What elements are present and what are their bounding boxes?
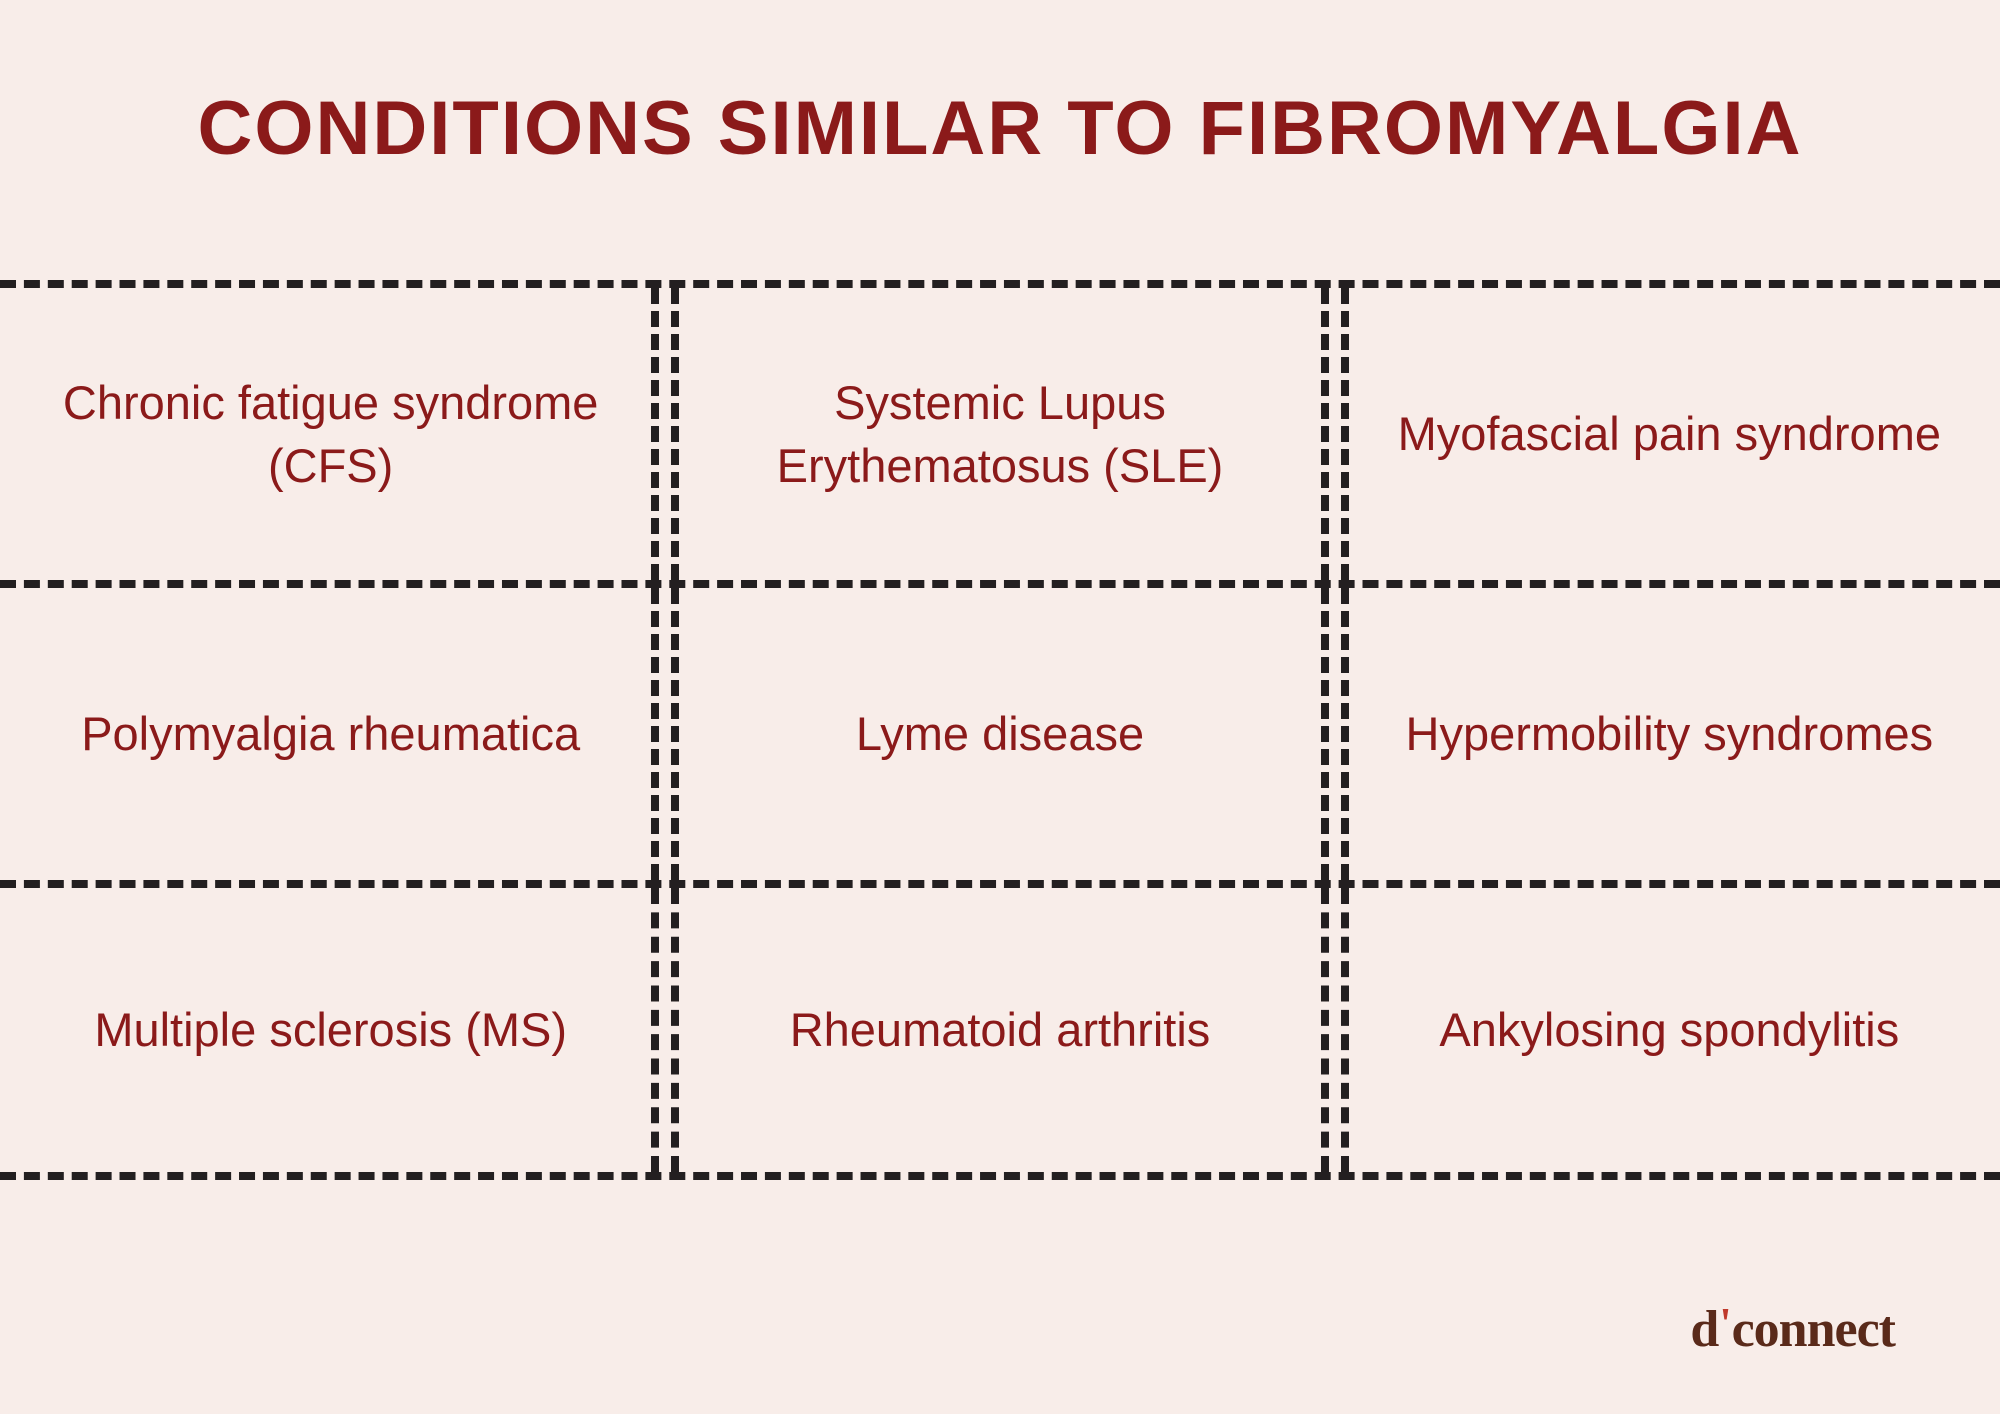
col-separator (661, 888, 669, 1172)
col-separator (1331, 288, 1339, 580)
conditions-grid: Chronic fatigue syndrome (CFS) Systemic … (0, 280, 2000, 1180)
page-title: CONDITIONS SIMILAR TO FIBROMYALGIA (0, 0, 2000, 172)
col-separator (1331, 888, 1339, 1172)
col-separator (661, 588, 669, 880)
grid-row: Chronic fatigue syndrome (CFS) Systemic … (0, 280, 2000, 580)
grid-cell: Ankylosing spondylitis (1339, 888, 2000, 1172)
grid-cell: Systemic Lupus Erythematosus (SLE) (669, 288, 1330, 580)
grid-cell: Hypermobility syndromes (1339, 588, 2000, 880)
grid-cell: Polymyalgia rheumatica (0, 588, 661, 880)
grid-cell: Myofascial pain syndrome (1339, 288, 2000, 580)
grid-cell: Rheumatoid arthritis (669, 888, 1330, 1172)
logo-prefix: d (1690, 1301, 1718, 1358)
brand-logo: d'connect (1690, 1300, 1895, 1359)
grid-cell: Multiple sclerosis (MS) (0, 888, 661, 1172)
grid-cell: Lyme disease (669, 588, 1330, 880)
logo-apostrophe: ' (1718, 1299, 1731, 1348)
col-separator (1331, 588, 1339, 880)
grid-cell: Chronic fatigue syndrome (CFS) (0, 288, 661, 580)
grid-row: Polymyalgia rheumatica Lyme disease Hype… (0, 580, 2000, 880)
logo-suffix: connect (1732, 1301, 1895, 1358)
grid-row: Multiple sclerosis (MS) Rheumatoid arthr… (0, 880, 2000, 1180)
col-separator (661, 288, 669, 580)
